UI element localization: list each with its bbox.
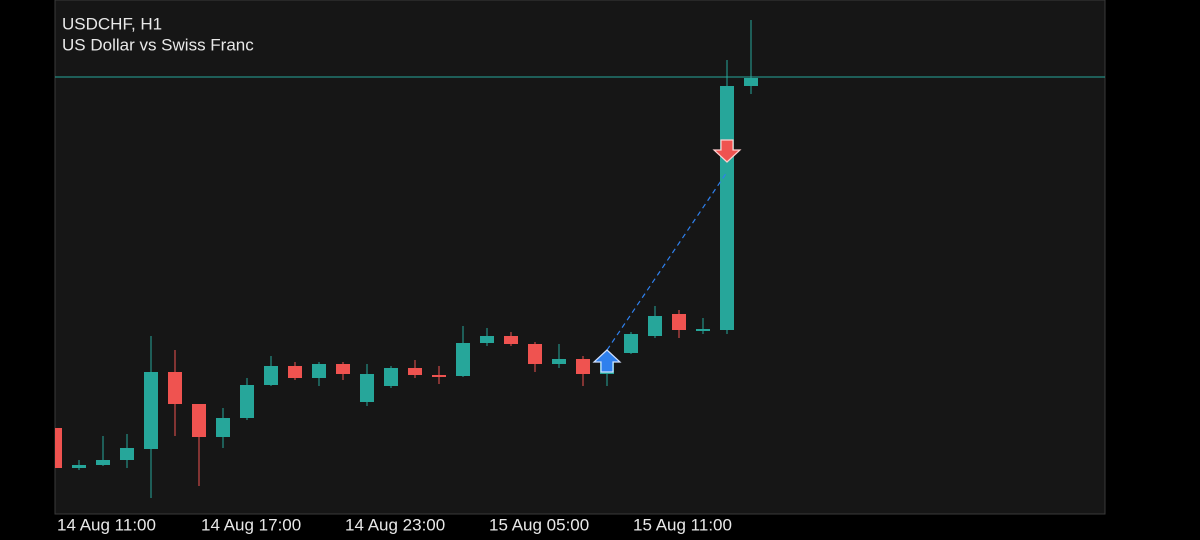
candle-body <box>408 368 422 375</box>
candle-body <box>360 374 374 402</box>
candle-body <box>288 366 302 378</box>
candle-body <box>192 404 206 437</box>
candle-body <box>312 364 326 378</box>
chart-title: USDCHF, H1 <box>62 14 162 33</box>
plot-marks <box>55 20 1105 498</box>
x-tick-label: 15 Aug 11:00 <box>633 515 732 534</box>
candle-body <box>528 344 542 364</box>
candle-body <box>168 372 182 404</box>
candle-body <box>216 418 230 437</box>
x-tick-label: 14 Aug 17:00 <box>201 515 301 534</box>
candle-body <box>144 372 158 449</box>
buy-arrow <box>592 349 622 373</box>
candle-body <box>552 359 566 364</box>
candle-body <box>55 428 62 468</box>
candle-body <box>96 460 110 465</box>
candle-body <box>720 86 734 330</box>
candle-body <box>384 368 398 386</box>
x-tick-label: 14 Aug 23:00 <box>345 515 445 534</box>
candle-body <box>696 329 710 331</box>
candle-body <box>744 78 758 86</box>
sell-arrow <box>712 139 742 163</box>
candle-body <box>624 334 638 353</box>
candle-body <box>576 359 590 374</box>
candle-body <box>72 465 86 468</box>
candle-body <box>672 314 686 330</box>
candle-body <box>432 375 446 377</box>
candle-body <box>264 366 278 385</box>
chart-subtitle: US Dollar vs Swiss Franc <box>62 35 254 54</box>
x-tick-label: 15 Aug 05:00 <box>489 515 589 534</box>
candle-body <box>456 343 470 376</box>
x-tick-label: 14 Aug 11:00 <box>57 515 156 534</box>
candle-body <box>120 448 134 460</box>
candle-body <box>336 364 350 374</box>
candle-body <box>240 385 254 418</box>
candle-body <box>480 336 494 343</box>
candle-body <box>504 336 518 344</box>
candle-body <box>648 316 662 336</box>
